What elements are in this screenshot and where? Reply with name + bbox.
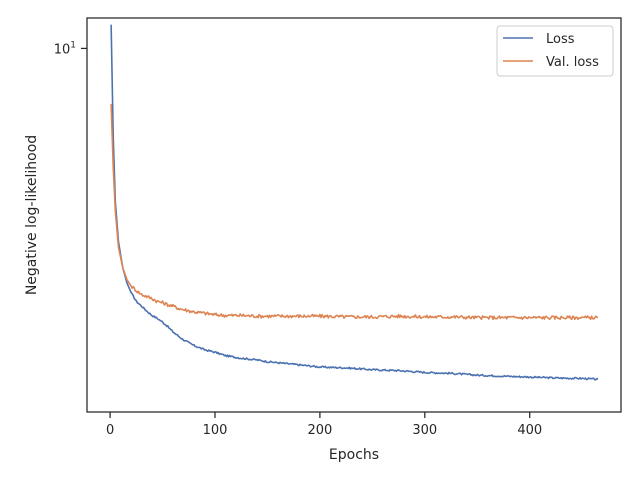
series-layer: [110, 24, 599, 381]
x-tick-label: 200: [307, 423, 332, 438]
x-tick-label: 0: [106, 423, 114, 438]
x-tick-label: 100: [203, 423, 228, 438]
x-tick-label: 400: [517, 423, 542, 438]
x-axis-label: Epochs: [329, 447, 379, 463]
plot-frame: [86, 17, 622, 413]
legend-label-loss: Loss: [546, 32, 575, 47]
legend-label-val-loss: Val. loss: [546, 55, 599, 70]
x-tick-label: 300: [412, 423, 437, 438]
series-line-val-loss: [110, 103, 599, 321]
x-axis: 0 100 200 300 400: [106, 412, 542, 438]
y-axis-label: Negative log-likelihood: [24, 135, 40, 295]
series-line-loss: [110, 24, 599, 381]
legend: Loss Val. loss: [496, 25, 614, 77]
